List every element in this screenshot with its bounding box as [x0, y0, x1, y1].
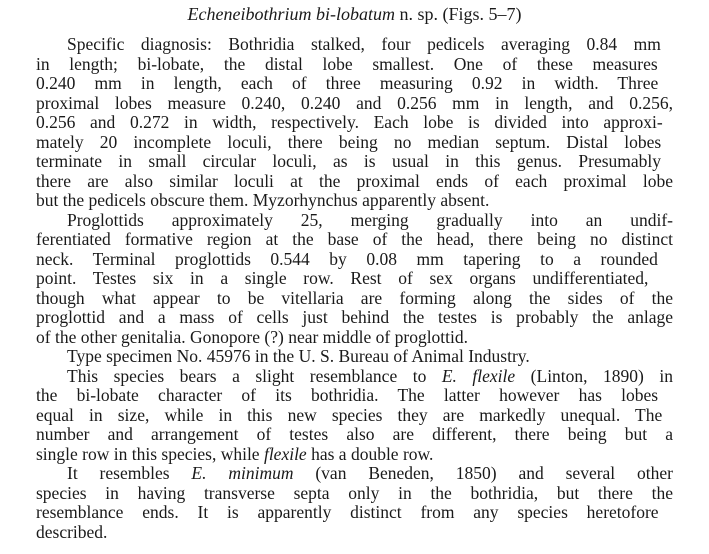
text-line: resemblance ends. It is apparently disti…: [36, 502, 673, 523]
text-line: 0.240 mm in length, each of three measur…: [36, 73, 673, 94]
text-segment: number and arrangement of testes also ar…: [36, 424, 673, 444]
text-segment: terminate in small circular loculi, as i…: [36, 151, 662, 171]
text-line: Specific diagnosis: Bothridia stalked, f…: [36, 34, 673, 55]
text-segment: mately 20 incomplete loculi, there being…: [36, 131, 662, 152]
text-segment: Type specimen No. 45976 in the U. S. Bur…: [67, 346, 530, 366]
text-line: ferentiated formative region at the base…: [36, 229, 673, 250]
text-line: described.: [36, 521, 673, 543]
text-segment: Specific diagnosis: Bothridia stalked, f…: [67, 34, 661, 54]
text-line: single row in this species, while flexil…: [36, 443, 673, 465]
text-segment: species in having transverse septa only …: [36, 482, 673, 503]
text-segment: but the pedicels obscure them. Myzorhync…: [36, 190, 490, 210]
text-line: It resembles E. minimum (van Beneden, 18…: [36, 463, 673, 484]
text-segment: 0.240 mm in length, each of three measur…: [36, 73, 659, 93]
text-segment: single row in this species, while: [36, 443, 264, 464]
title-text: n. sp. (Figs. 5–7): [394, 4, 522, 24]
text-line: This species bears a slight resemblance …: [36, 365, 673, 387]
text-segment: of the other genitalia. Gonopore (?) nea…: [36, 326, 469, 347]
text-line: equal in size, while in this new species…: [36, 404, 673, 426]
text-line: proglottid and a mass of cells just behi…: [36, 307, 673, 328]
text-line: proximal lobes measure 0.240, 0.240 and …: [36, 92, 673, 114]
text-line: mately 20 incomplete loculi, there being…: [36, 131, 673, 153]
document-body: Specific diagnosis: Bothridia stalked, f…: [36, 34, 673, 543]
text-segment: proximal lobes measure 0.240, 0.240 and …: [36, 92, 673, 113]
text-segment: in length; bi-lobate, the distal lobe sm…: [36, 53, 658, 74]
text-segment: described.: [36, 521, 108, 542]
text-segment: neck. Terminal proglottids 0.544 by 0.08…: [36, 248, 658, 269]
text-segment: (Linton, 1890) in: [515, 365, 673, 386]
text-line: in length; bi-lobate, the distal lobe sm…: [36, 53, 673, 75]
text-segment: the bi-lobate character of its bothridia…: [36, 385, 659, 405]
text-line: number and arrangement of testes also ar…: [36, 424, 673, 445]
text-segment: This species bears a slight resemblance …: [67, 365, 442, 386]
text-line: Type specimen No. 45976 in the U. S. Bur…: [36, 346, 673, 367]
text-segment: ferentiated formative region at the base…: [36, 229, 673, 249]
text-line: of the other genitalia. Gonopore (?) nea…: [36, 326, 673, 348]
text-line: terminate in small circular loculi, as i…: [36, 151, 673, 172]
text-line: but the pedicels obscure them. Myzorhync…: [36, 190, 673, 211]
text-segment: 0.256 and 0.272 in width, respectively. …: [36, 112, 663, 132]
italic-text: E. minimum: [191, 463, 294, 483]
species-name: Echeneibothrium bi-lobatum: [187, 4, 395, 24]
italic-text: flexile: [263, 443, 307, 464]
text-line: 0.256 and 0.272 in width, respectively. …: [36, 112, 673, 133]
text-line: neck. Terminal proglottids 0.544 by 0.08…: [36, 248, 673, 270]
text-line: point. Testes six in a single row. Rest …: [36, 268, 673, 289]
text-line: Proglottids approximately 25, merging gr…: [36, 209, 673, 231]
text-segment: equal in size, while in this new species…: [36, 404, 663, 425]
text-segment: It resembles: [67, 463, 192, 483]
text-segment: resemblance ends. It is apparently disti…: [36, 502, 659, 522]
text-segment: proglottid and a mass of cells just behi…: [36, 307, 673, 327]
text-segment: has a double row.: [306, 443, 434, 464]
text-segment: there are also similar loculi at the pro…: [36, 170, 673, 191]
italic-text: E. flexile: [441, 365, 516, 386]
text-segment: point. Testes six in a single row. Rest …: [36, 268, 649, 288]
text-line: though what appear to be vitellaria are …: [36, 287, 673, 309]
text-line: species in having transverse septa only …: [36, 482, 673, 504]
text-line: there are also similar loculi at the pro…: [36, 170, 673, 192]
text-segment: though what appear to be vitellaria are …: [36, 287, 673, 308]
text-segment: (van Beneden, 1850) and several other: [293, 463, 673, 483]
text-segment: Proglottids approximately 25, merging gr…: [67, 209, 673, 230]
text-line: the bi-lobate character of its bothridia…: [36, 385, 673, 406]
section-title: Echeneibothrium bi-lobatum n. sp. (Figs.…: [0, 2, 709, 26]
